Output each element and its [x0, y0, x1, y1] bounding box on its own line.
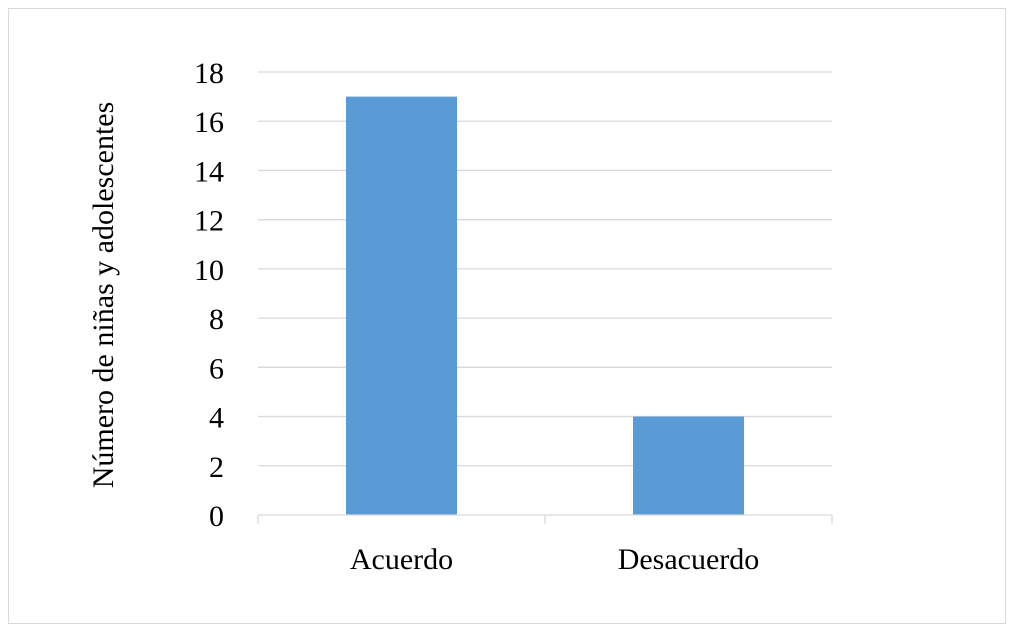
bar-acuerdo	[346, 96, 457, 515]
y-tick-label: 6	[209, 352, 224, 385]
bar-desacuerdo	[633, 416, 744, 515]
y-tick-label: 10	[194, 254, 224, 287]
chart-frame	[8, 8, 1006, 624]
bars	[346, 96, 744, 515]
y-tick-label: 12	[194, 205, 224, 238]
y-tick-label: 16	[194, 106, 224, 139]
x-axis	[257, 514, 833, 524]
x-tick-label: Acuerdo	[350, 543, 453, 576]
x-tick-labels: Acuerdo Desacuerdo	[350, 543, 759, 576]
y-tick-label: 0	[209, 500, 224, 533]
y-axis-label: Número de niñas y adolescentes	[87, 102, 120, 489]
y-tick-label: 8	[209, 303, 224, 336]
y-tick-labels: 0 2 4 6 8 10 12 14 16 18	[194, 57, 224, 533]
y-tick-label: 18	[194, 57, 224, 90]
y-tick-label: 2	[209, 451, 224, 484]
gridlines	[258, 71, 832, 467]
y-tick-label: 4	[209, 402, 224, 435]
x-tick-label: Desacuerdo	[618, 543, 760, 576]
y-tick-label: 14	[194, 155, 224, 188]
